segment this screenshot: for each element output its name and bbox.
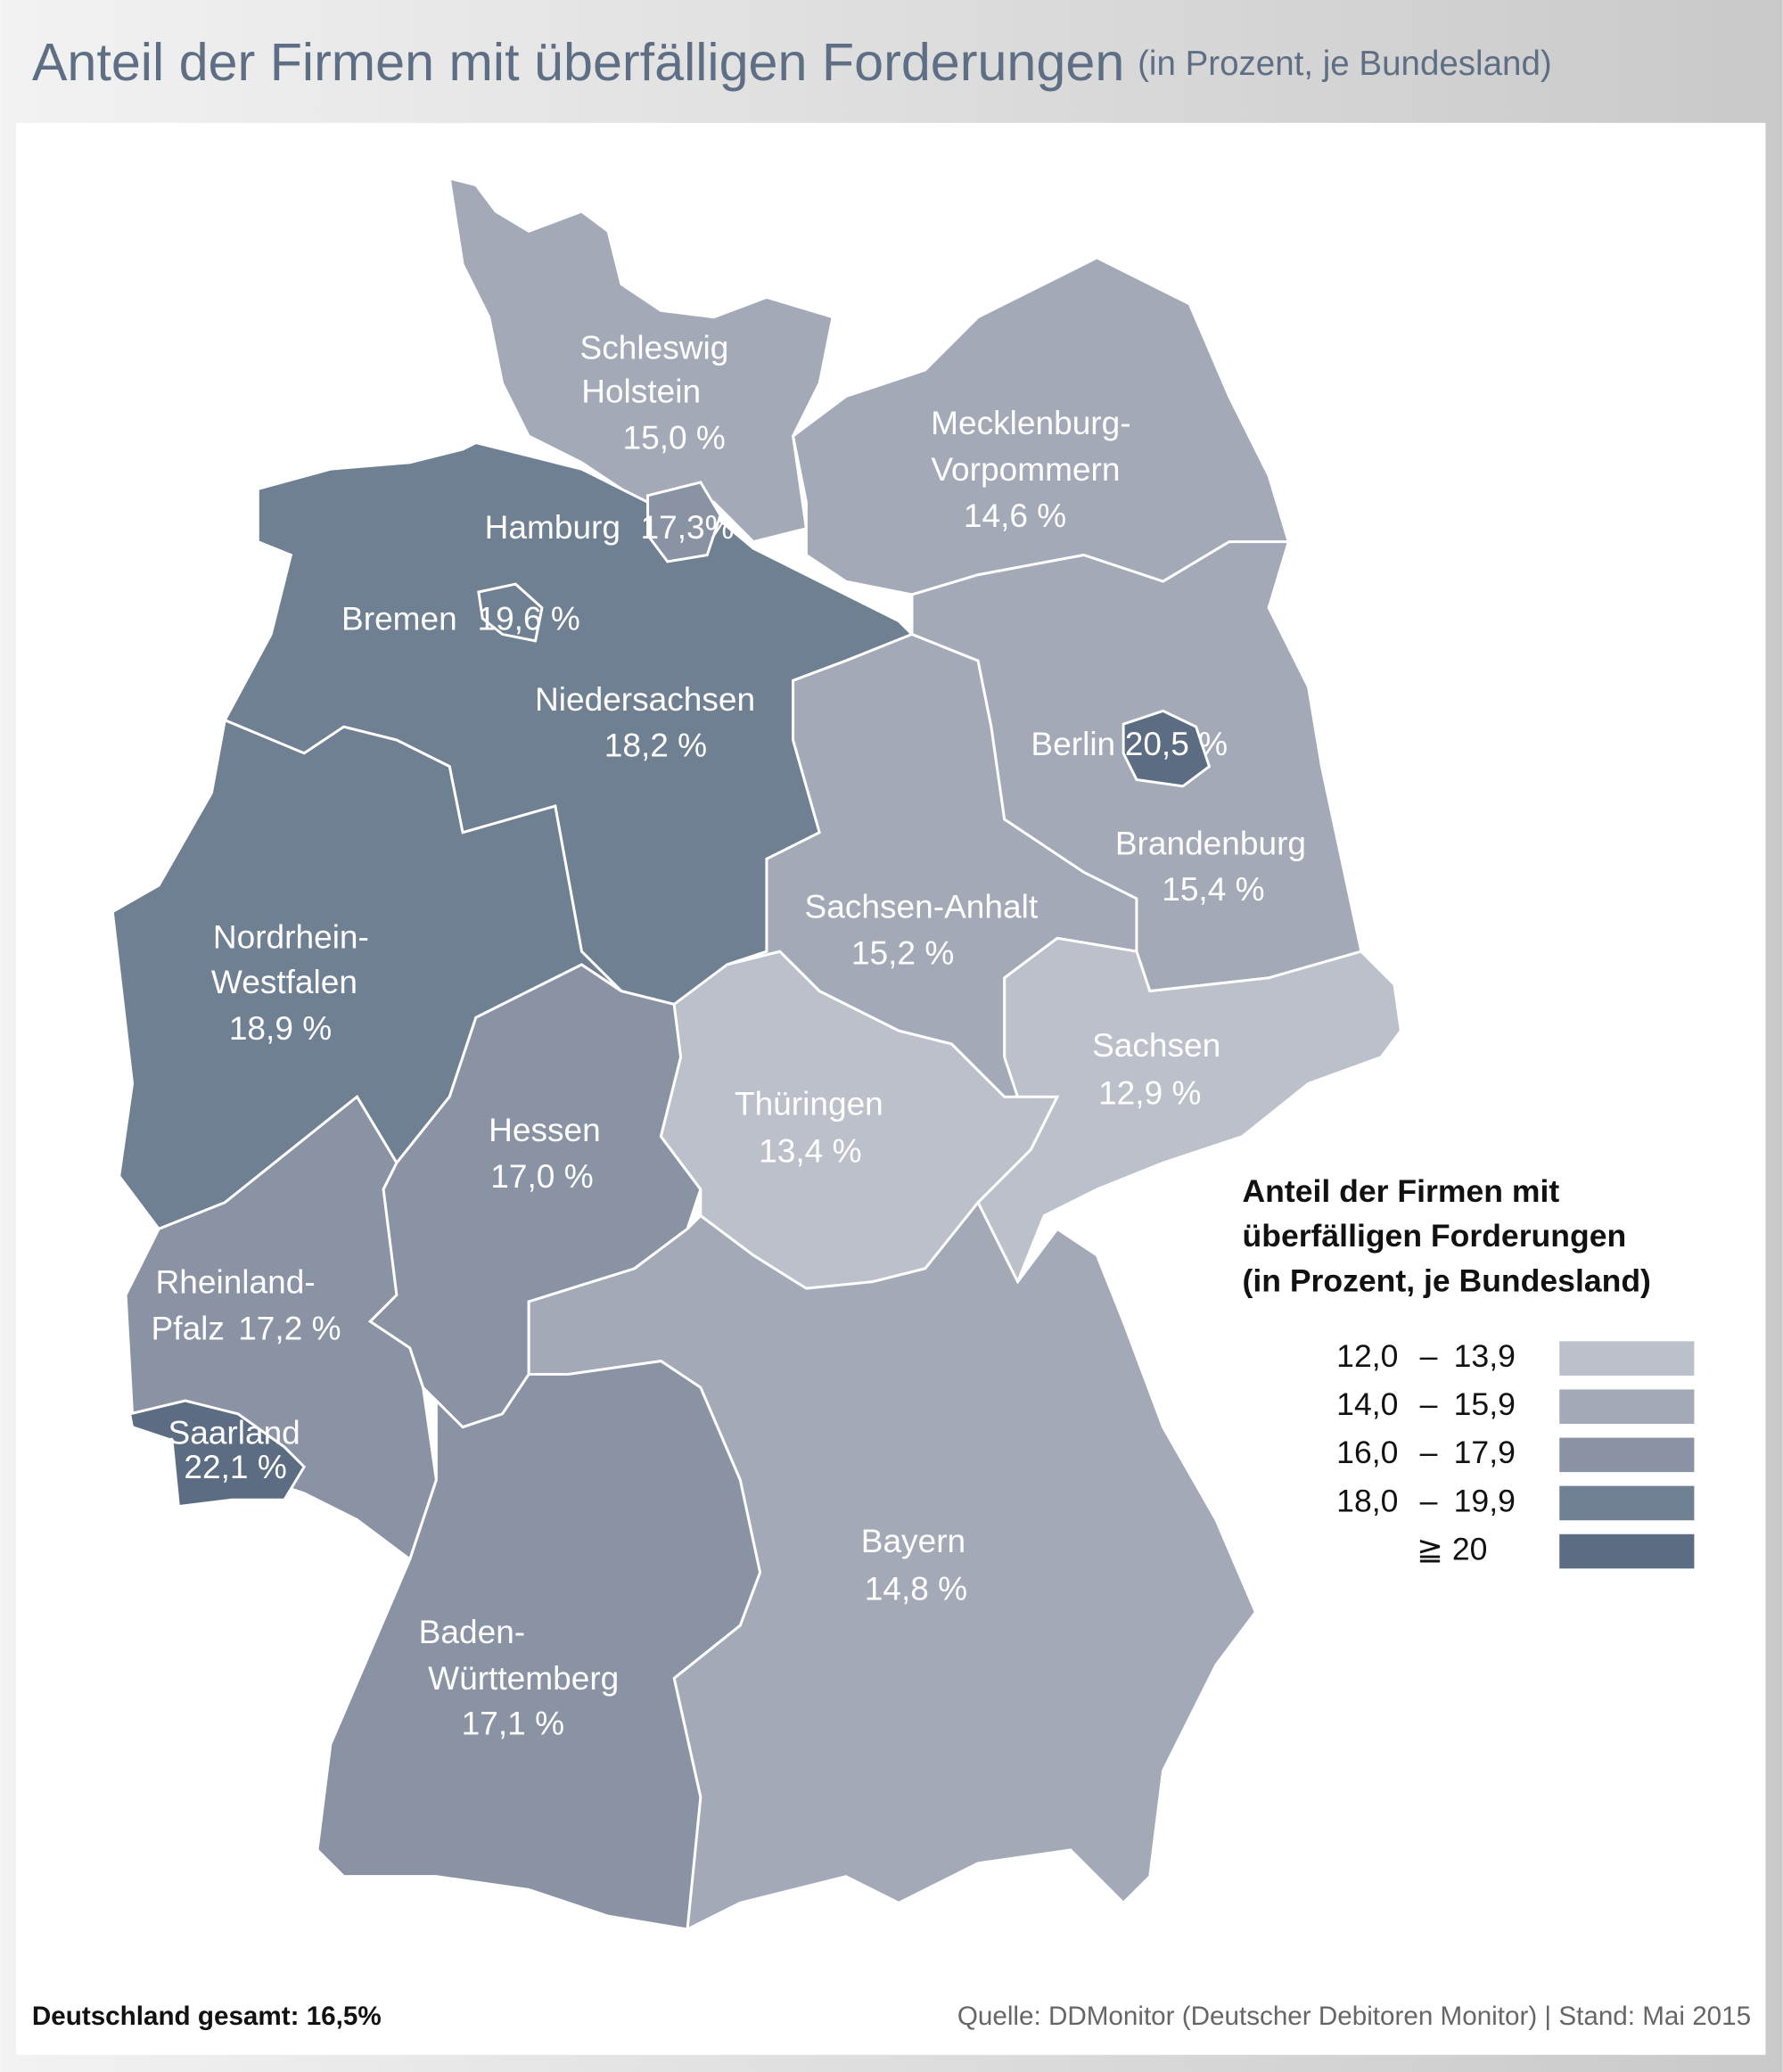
region-name: Sachsen — [1092, 1026, 1220, 1064]
region-value: 17,2 % — [238, 1309, 341, 1346]
region-name: Westfalen — [211, 963, 357, 1000]
source: Quelle: DDMonitor (Deutscher Debitoren M… — [957, 2002, 1751, 2031]
region-value: 12,9 % — [1098, 1073, 1201, 1111]
region-name: Holstein — [581, 372, 701, 409]
region-name: Vorpommern — [931, 450, 1120, 488]
legend-from: 12,0 — [1336, 1338, 1398, 1374]
region — [477, 582, 544, 643]
region-labels: Schleswig Holstein 15,0 % Mecklenburg- Vorpo… — [152, 329, 1306, 1742]
subtitle: (in Prozent, je Bundesland) — [1138, 45, 1552, 83]
region-value: 14,8 % — [865, 1569, 967, 1607]
legend-to: 19,9 — [1454, 1483, 1516, 1518]
region-name: Saarland — [168, 1413, 300, 1451]
region-value: 17,0 % — [490, 1157, 593, 1195]
legend-title: (in Prozent, je Bundesland) — [1243, 1263, 1651, 1299]
legend-to: 17,9 — [1454, 1435, 1516, 1470]
region-value: 18,2 % — [604, 727, 707, 764]
region-value: 18,9 % — [229, 1009, 332, 1047]
legend-swatch — [1559, 1533, 1695, 1569]
title-text: Anteil der Firmen mit überfälligen Forde… — [32, 32, 1124, 92]
region-name: Rheinland- — [156, 1262, 316, 1300]
legend-swatch — [1559, 1389, 1695, 1425]
region-value: 19,6 % — [477, 599, 579, 637]
title: Anteil der Firmen mit überfälligen Forde… — [32, 32, 1552, 92]
legend-dash: – — [1420, 1435, 1438, 1470]
region-name: Schleswig — [580, 329, 729, 366]
legend-from: 16,0 — [1336, 1435, 1398, 1470]
legend: Anteil der Firmen mit überfälligen Forder… — [1243, 1173, 1695, 1569]
region-name: Pfalz — [152, 1309, 225, 1346]
region — [316, 1360, 762, 1931]
region-value: 17,1 % — [462, 1704, 564, 1741]
region-name: Brandenburg — [1115, 824, 1306, 861]
region-name: Berlin — [1031, 725, 1115, 762]
legend-from: 14,0 — [1336, 1386, 1398, 1422]
legend-title: überfälligen Forderungen — [1243, 1218, 1627, 1254]
legend-dash: – — [1420, 1483, 1438, 1518]
region-value: 22,1 % — [184, 1448, 286, 1485]
region — [791, 256, 1291, 596]
legend-to: 13,9 — [1454, 1338, 1516, 1374]
legend-dash: – — [1420, 1386, 1438, 1422]
region-value: 14,6 % — [964, 497, 1066, 534]
region-name: Sachsen-Anhalt — [805, 887, 1039, 925]
legend-swatch — [1559, 1341, 1695, 1376]
regions — [111, 177, 1402, 1932]
region-name: Württemberg — [428, 1659, 619, 1697]
region-name: Hamburg — [485, 508, 620, 546]
region-value: 15,0 % — [623, 418, 726, 456]
region-name: Bayern — [861, 1522, 965, 1559]
region-name: Baden- — [419, 1613, 525, 1650]
region-value: 17,3% — [640, 508, 734, 546]
legend-to: 15,9 — [1454, 1386, 1516, 1422]
total: Deutschland gesamt: 16,5% — [32, 2002, 382, 2031]
legend-from: 18,0 — [1336, 1483, 1398, 1518]
region-name: Nordrhein- — [213, 918, 369, 956]
legend-swatch — [1559, 1485, 1695, 1521]
region-value: 15,4 % — [1162, 870, 1264, 908]
region-value: 15,2 % — [851, 933, 954, 971]
legend-title: Anteil der Firmen mit — [1243, 1173, 1560, 1209]
region-name: Niedersachsen — [535, 680, 755, 718]
region-value: 13,4 % — [759, 1132, 861, 1170]
region — [646, 481, 722, 563]
legend-swatch — [1559, 1437, 1695, 1473]
region-name: Bremen — [341, 599, 457, 637]
region — [976, 936, 1402, 1286]
region-value: 20,5 % — [1125, 725, 1228, 762]
region-name: Thüringen — [735, 1084, 883, 1122]
legend-from: ≧ 20 — [1417, 1531, 1487, 1566]
region — [1122, 709, 1212, 788]
region — [448, 177, 834, 544]
region — [127, 1399, 307, 1509]
legend-dash: – — [1420, 1338, 1438, 1374]
region-name: Mecklenburg- — [931, 404, 1130, 441]
region-name: Hessen — [489, 1111, 601, 1148]
